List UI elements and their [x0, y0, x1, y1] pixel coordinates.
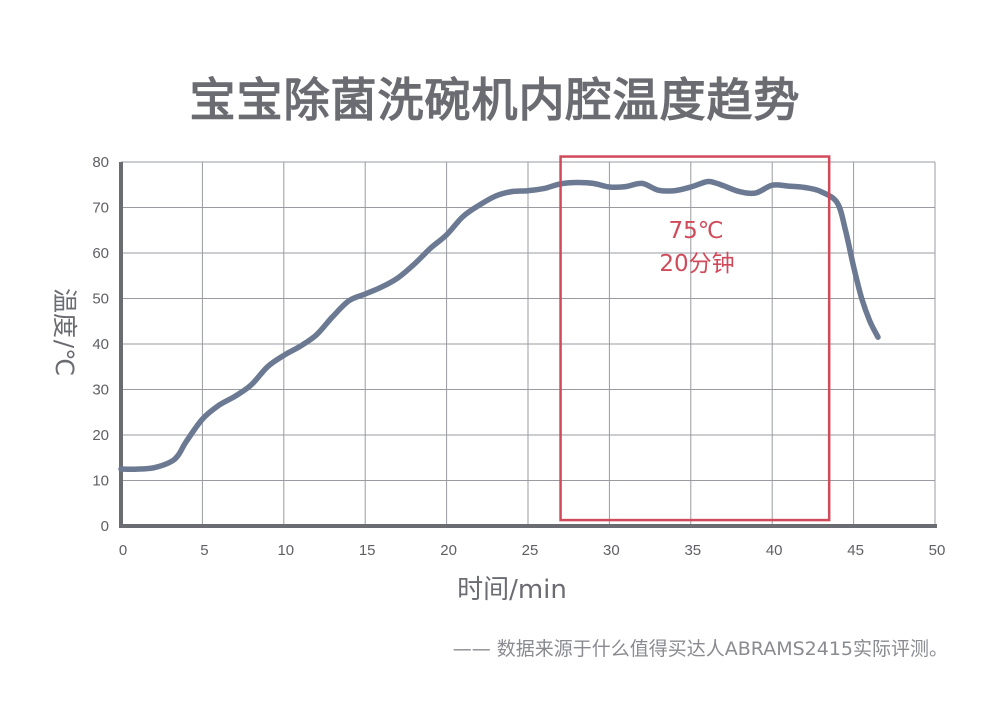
grid-lines — [121, 161, 936, 526]
x-tick-label: 20 — [440, 542, 457, 559]
x-tick-label: 35 — [684, 542, 701, 559]
temperature-line — [118, 178, 881, 472]
y-axis-title-line2: /℃ — [50, 340, 79, 377]
y-tick-label: 30 — [92, 382, 109, 399]
source-note: —— 数据来源于什么值得买达人ABRAMS2415实际评测。 — [452, 638, 948, 660]
y-tick-label: 70 — [92, 200, 109, 217]
y-tick-label: 50 — [92, 291, 109, 308]
x-tick-label: 40 — [766, 542, 783, 559]
x-tick-label: 30 — [603, 542, 620, 559]
y-tick-label: 0 — [101, 518, 109, 535]
y-tick-label: 60 — [92, 245, 109, 262]
x-tick-label: 15 — [359, 542, 376, 559]
tick-labels: 0 5 10 15 20 25 30 35 40 45 50 0 10 20 30 40 50 60 70 80 — [92, 154, 945, 559]
x-tick-label: 45 — [847, 542, 864, 559]
x-tick-label: 5 — [200, 542, 208, 559]
y-axis-title-line1: 温度 — [50, 288, 79, 338]
highlight-annotation-duration: 20分钟 — [659, 251, 734, 277]
highlight-annotation-temp: 75℃ — [668, 218, 723, 244]
highlight-layer — [559, 155, 831, 522]
series-layer — [118, 178, 881, 472]
x-axis-title: 时间/min — [457, 575, 567, 605]
y-tick-label: 10 — [92, 473, 109, 490]
y-tick-label: 80 — [92, 154, 109, 171]
y-tick-label: 40 — [92, 336, 109, 353]
x-tick-label: 0 — [119, 542, 127, 559]
highlight-box — [559, 155, 831, 522]
x-tick-label: 50 — [929, 542, 946, 559]
chart-title: 宝宝除菌洗碗机内腔温度趋势 — [189, 73, 801, 127]
y-tick-label: 20 — [92, 427, 109, 444]
x-tick-label: 25 — [522, 542, 539, 559]
x-tick-label: 10 — [277, 542, 294, 559]
